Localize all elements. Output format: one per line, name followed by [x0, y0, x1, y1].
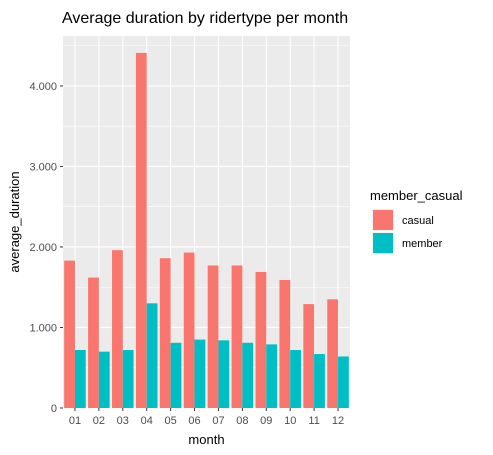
legend-key-member [373, 233, 393, 253]
x-tick-label: 11 [308, 415, 319, 427]
x-tick-label: 08 [236, 415, 248, 427]
bar-casual-12 [327, 299, 339, 408]
y-tick-label: 0 [51, 403, 57, 415]
legend-title: member_casual [370, 188, 463, 203]
bar-casual-10 [279, 279, 291, 408]
bar-member-11 [314, 354, 325, 408]
y-tick-label: 1.000 [29, 322, 57, 334]
x-tick-label: 02 [93, 415, 105, 427]
bar-casual-05 [159, 258, 171, 408]
x-tick-label: 01 [69, 415, 81, 427]
y-tick-label: 4.000 [29, 81, 57, 93]
chart-title: Average duration by ridertype per month [62, 10, 348, 27]
y-axis: 0 1.000 2.000 3.000 4.000 [29, 81, 63, 415]
bar-member-10 [290, 350, 301, 408]
legend-label-member: member [402, 238, 443, 250]
x-tick-label: 03 [117, 415, 129, 427]
x-tick-label: 06 [188, 415, 200, 427]
bar-member-07 [218, 340, 230, 408]
bar-casual-01 [64, 260, 75, 408]
bar-casual-06 [183, 252, 195, 408]
bar-casual-09 [255, 271, 267, 408]
x-tick-label: 09 [260, 415, 272, 427]
y-tick-label: 2.000 [29, 242, 57, 254]
bars [64, 52, 349, 409]
x-tick-label: 05 [165, 415, 177, 427]
x-tick-label: 07 [212, 415, 224, 427]
bar-member-05 [170, 342, 182, 408]
bar-casual-04 [135, 52, 147, 409]
x-tick-label: 04 [141, 415, 153, 427]
plot-panel [63, 36, 350, 408]
legend-key-casual [373, 210, 393, 230]
bar-member-08 [242, 342, 254, 408]
bar-casual-08 [231, 265, 243, 408]
bar-member-12 [338, 356, 349, 408]
legend-label-casual: casual [402, 215, 434, 227]
legend: member_casual casual member [370, 188, 463, 254]
x-tick-label: 10 [284, 415, 296, 427]
bar-casual-02 [88, 277, 99, 408]
bar-member-02 [98, 351, 110, 408]
bar-casual-11 [303, 304, 315, 408]
y-axis-title: average_duration [7, 171, 22, 272]
x-axis-title: month [188, 432, 224, 447]
bar-casual-03 [112, 250, 123, 408]
bar-member-03 [122, 350, 134, 408]
x-axis: 01 02 03 04 05 06 07 08 09 10 11 12 [69, 408, 344, 427]
bar-member-04 [146, 303, 158, 408]
bar-member-06 [194, 339, 206, 408]
bar-member-01 [74, 350, 86, 408]
bar-casual-07 [207, 265, 219, 408]
x-tick-label: 12 [332, 415, 344, 427]
bar-member-09 [266, 344, 278, 408]
y-tick-label: 3.000 [29, 161, 57, 173]
